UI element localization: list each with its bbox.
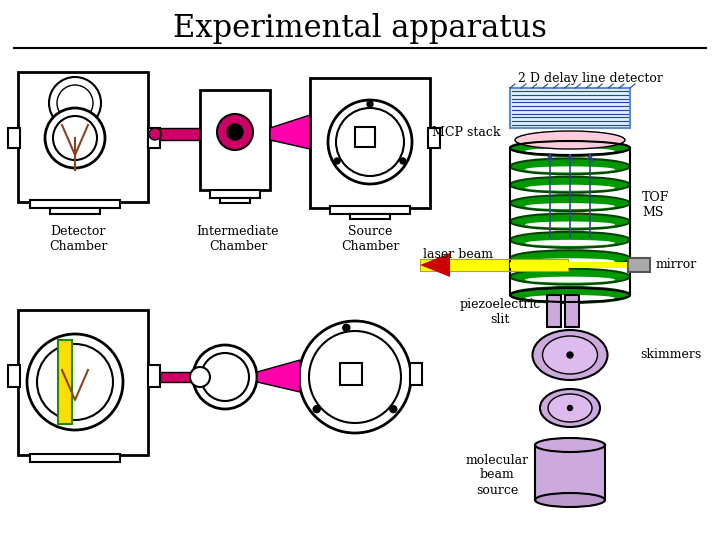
Bar [510,262,630,268]
Circle shape [567,406,572,410]
Bar [30,200,120,208]
Ellipse shape [540,389,600,427]
Text: 2 D delay line detector: 2 D delay line detector [518,72,662,85]
Bar [50,208,100,214]
Ellipse shape [510,287,630,303]
Bar [160,372,200,382]
Text: TOF
MS: TOF MS [642,191,670,219]
Ellipse shape [525,166,615,172]
Ellipse shape [510,140,630,156]
Text: Source
Chamber: Source Chamber [341,225,399,253]
Ellipse shape [525,148,615,154]
Circle shape [201,353,249,401]
Text: piezoelectric
slit: piezoelectric slit [459,298,541,326]
Text: molecular
beam
source: molecular beam source [465,454,528,496]
Text: Intermediate
Chamber: Intermediate Chamber [197,225,279,253]
Circle shape [328,100,412,184]
Bar [210,190,260,198]
Bar [220,198,250,203]
Bar [420,259,568,271]
Ellipse shape [510,195,630,211]
Circle shape [53,116,97,160]
Circle shape [313,406,320,413]
Text: mirror: mirror [656,259,697,272]
Ellipse shape [510,232,630,248]
Ellipse shape [515,131,625,149]
Ellipse shape [533,330,608,380]
Circle shape [390,406,397,413]
Bar [355,127,375,147]
Circle shape [217,114,253,150]
Bar [200,90,270,190]
Circle shape [334,158,340,164]
Ellipse shape [510,177,630,193]
Text: MCP stack: MCP stack [431,126,500,139]
Ellipse shape [525,185,615,191]
Bar [30,454,120,462]
Ellipse shape [542,336,598,374]
Bar [535,445,605,500]
Bar [420,259,568,271]
Circle shape [309,331,401,423]
Bar [58,340,72,424]
Ellipse shape [525,240,615,246]
Bar [270,128,278,140]
Text: Detector
Chamber: Detector Chamber [49,225,107,253]
Ellipse shape [525,221,615,227]
Ellipse shape [535,438,605,452]
Circle shape [343,324,350,331]
Polygon shape [257,360,300,392]
Text: Experimental apparatus: Experimental apparatus [173,12,547,44]
Bar [410,363,422,385]
Bar [510,88,630,128]
Ellipse shape [525,295,615,301]
Ellipse shape [510,250,630,266]
Circle shape [336,108,404,176]
Bar [18,72,148,202]
Bar [160,128,200,140]
Circle shape [400,158,406,164]
Ellipse shape [525,258,615,264]
Bar [350,214,390,219]
Bar [148,365,160,387]
Bar [428,128,440,148]
Bar [58,340,72,424]
Ellipse shape [510,158,630,174]
Bar [148,128,160,148]
Bar [310,78,430,208]
Ellipse shape [535,493,605,507]
Circle shape [49,77,101,129]
Bar [8,128,20,148]
Circle shape [367,101,373,107]
Bar [565,295,579,327]
Ellipse shape [510,268,630,285]
Text: laser beam: laser beam [423,248,493,261]
Bar [340,363,362,385]
Circle shape [227,124,243,140]
Text: skimmers: skimmers [640,348,701,361]
Circle shape [45,108,105,168]
Bar [547,295,561,327]
Bar [330,206,410,214]
Circle shape [190,367,210,387]
Ellipse shape [525,203,615,209]
Ellipse shape [525,276,615,282]
Circle shape [149,128,161,140]
Bar [628,258,650,272]
Circle shape [567,352,573,358]
Ellipse shape [548,394,592,422]
Circle shape [57,85,93,121]
Circle shape [193,345,257,409]
Circle shape [37,344,113,420]
Polygon shape [270,115,310,149]
Circle shape [27,334,123,430]
Bar [18,310,148,455]
Ellipse shape [510,213,630,230]
Polygon shape [420,253,450,277]
Circle shape [299,321,411,433]
Bar [8,365,20,387]
